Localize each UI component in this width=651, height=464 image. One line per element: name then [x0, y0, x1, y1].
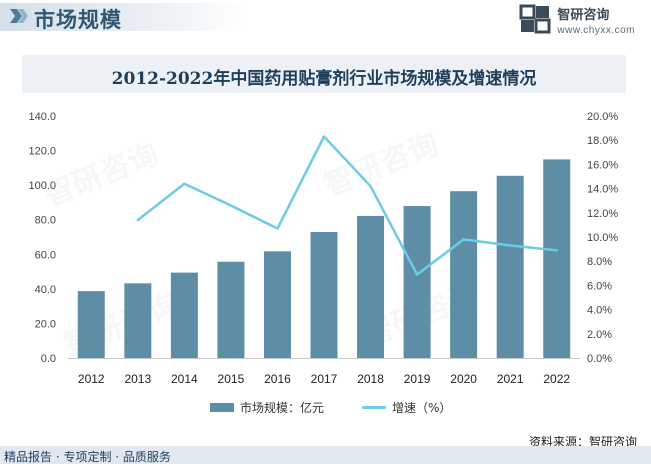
left-axis: 0.0 20.0 40.0 60.0 80.0 100.0 120.0 140.0: [28, 111, 56, 365]
bar: [357, 215, 385, 358]
legend: 市场规模：亿元 增速（%）: [210, 399, 451, 415]
x-tick-label: 2013: [124, 372, 151, 386]
y-left-tick-label: 0.0: [41, 353, 56, 365]
x-tick-label: 2012: [78, 372, 105, 386]
x-tick-label: 2016: [264, 372, 291, 386]
x-tick-label: 2017: [311, 372, 338, 386]
line-point: [183, 182, 186, 185]
legend-bar-swatch: [210, 402, 234, 412]
y-right-tick-label: 8.0%: [587, 256, 612, 268]
legend-bar-label: 市场规模：亿元: [240, 400, 325, 415]
brand-name: 智研咨询: [557, 8, 610, 23]
line-point: [508, 244, 512, 247]
bar: [170, 272, 198, 358]
brand-url: www.chyxx.com: [557, 25, 635, 36]
header-chevron-icon: [10, 9, 28, 23]
brand-logo-icon: [519, 4, 551, 34]
x-tick-label: 2019: [404, 372, 431, 386]
chart-title: 2012-2022年中国药用贴膏剂行业市场规模及增速情况: [111, 69, 537, 89]
bar: [263, 251, 291, 358]
y-right-tick-label: 12.0%: [587, 208, 618, 220]
y-left-tick-label: 20.0: [35, 318, 56, 330]
bar: [77, 291, 105, 358]
x-tick-label: 2014: [171, 372, 198, 386]
y-left-tick-label: 40.0: [35, 284, 56, 296]
line-series: [136, 135, 558, 276]
y-left-tick-label: 100.0: [28, 180, 56, 192]
y-right-tick-label: 18.0%: [587, 135, 618, 147]
line-point: [415, 273, 419, 276]
right-axis: 0.0% 2.0% 4.0% 6.0% 8.0% 10.0% 12.0% 14.0% 16.0%…: [587, 111, 618, 365]
legend-line-label: 增速（%）: [392, 400, 452, 415]
line-point: [322, 135, 326, 138]
x-axis: 2012 2013 2014 2015 2016 2017 2018 2019 2020 2021…: [68, 358, 580, 386]
y-left-tick-label: 120.0: [28, 146, 56, 158]
y-right-tick-label: 6.0%: [587, 280, 612, 292]
chart-title-box: 2012-2022年中国药用贴膏剂行业市场规模及增速情况: [22, 55, 626, 93]
y-right-tick-label: 0.0%: [587, 353, 612, 365]
y-right-tick-label: 4.0%: [587, 305, 612, 317]
y-right-tick-label: 14.0%: [587, 184, 618, 196]
section-title: 市场规模: [34, 8, 122, 32]
x-tick-label: 2020: [450, 372, 477, 386]
line-point: [369, 184, 372, 188]
x-tick-label: 2021: [497, 372, 524, 386]
header-ribbon: [0, 3, 250, 31]
bar: [496, 175, 524, 358]
y-right-tick-label: 10.0%: [587, 232, 618, 244]
line-point: [276, 227, 279, 230]
x-tick-label: 2015: [218, 372, 245, 386]
x-tick-label: 2022: [543, 372, 570, 386]
footer-tagline: 精品报告 · 专项定制 · 品质服务: [4, 450, 171, 464]
line-point: [136, 218, 140, 222]
y-left-tick-label: 60.0: [35, 249, 56, 261]
y-left-tick-label: 140.0: [28, 111, 56, 123]
y-right-tick-label: 2.0%: [587, 329, 612, 341]
brand: 智研咨询 www.chyxx.com: [519, 4, 635, 36]
line-point: [229, 204, 233, 207]
bar: [310, 231, 338, 358]
page-header: 市场规模 智研咨询 www.chyxx.com: [0, 0, 651, 40]
legend-line-swatch: [362, 405, 387, 409]
y-right-tick-label: 20.0%: [587, 111, 618, 123]
bar: [450, 191, 478, 358]
bar: [403, 206, 431, 358]
growth-line: [136, 135, 558, 276]
footer-bar: 精品报告 · 专项定制 · 品质服务: [0, 446, 651, 464]
y-right-tick-label: 16.0%: [587, 159, 618, 171]
x-tick-label: 2018: [357, 372, 384, 386]
source-note: 资料来源：智研咨询: [528, 435, 637, 449]
bar: [217, 261, 245, 358]
y-left-tick-label: 80.0: [35, 215, 56, 227]
line-point: [462, 238, 465, 241]
line-point: [555, 249, 558, 252]
bar: [124, 283, 152, 358]
bar-series: [77, 159, 571, 358]
bar: [543, 159, 571, 358]
